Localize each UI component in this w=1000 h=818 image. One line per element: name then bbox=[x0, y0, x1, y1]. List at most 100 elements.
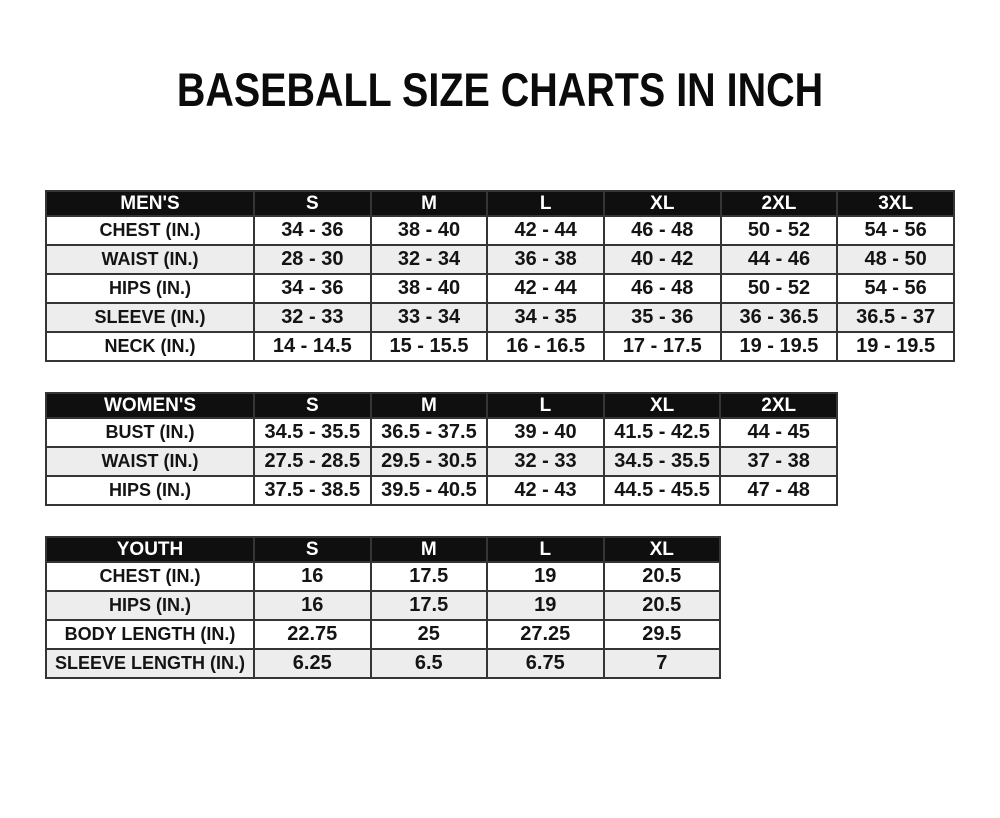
row-label-cell: SLEEVE (IN.) bbox=[45, 302, 255, 333]
mens-measurement-row: NECK (IN.) 14 - 14.5 15 - 15.5 16 - 16.5 17 … bbox=[45, 331, 955, 362]
row-label-cell: CHEST (IN.) bbox=[45, 215, 255, 246]
womens-size-col-2xl: 2XL bbox=[719, 392, 838, 419]
mens-header-row: MEN'S S M L XL 2XL 3XL bbox=[45, 190, 955, 217]
youth-size-col-l: L bbox=[486, 536, 605, 563]
size-value-cell: 32 - 34 bbox=[369, 244, 489, 275]
page-title: BASEBALL SIZE CHARTS IN INCH bbox=[176, 63, 824, 116]
size-value-cell: 44.5 - 45.5 bbox=[602, 475, 722, 506]
youth-size-col-xl: XL bbox=[602, 536, 721, 563]
size-value-cell: 36.5 - 37 bbox=[836, 302, 955, 333]
size-value-cell: 27.25 bbox=[486, 619, 605, 650]
size-value-cell: 35 - 36 bbox=[602, 302, 722, 333]
mens-size-col-2xl: 2XL bbox=[719, 190, 839, 217]
size-value-cell: 36 - 38 bbox=[486, 244, 605, 275]
size-value-cell: 44 - 46 bbox=[719, 244, 839, 275]
size-value-cell: 16 bbox=[253, 590, 372, 621]
womens-measurement-row: WAIST (IN.) 27.5 - 28.5 29.5 - 30.5 32 - 33… bbox=[45, 446, 838, 477]
size-value-cell: 44 - 45 bbox=[719, 417, 838, 448]
size-value-cell: 33 - 34 bbox=[369, 302, 489, 333]
youth-measurement-row: HIPS (IN.) 16 17.5 19 20.5 bbox=[45, 590, 721, 621]
size-value-cell: 29.5 - 30.5 bbox=[369, 446, 489, 477]
womens-size-col-m: M bbox=[369, 392, 489, 419]
womens-group-label: WOMEN'S bbox=[45, 392, 255, 419]
size-value-cell: 34 - 35 bbox=[486, 302, 605, 333]
mens-size-col-3xl: 3XL bbox=[836, 190, 955, 217]
size-value-cell: 37 - 38 bbox=[719, 446, 838, 477]
mens-measurement-row: CHEST (IN.) 34 - 36 38 - 40 42 - 44 46 - 48 5… bbox=[45, 215, 955, 246]
size-value-cell: 47 - 48 bbox=[719, 475, 838, 506]
size-value-cell: 46 - 48 bbox=[602, 215, 722, 246]
size-value-cell: 6.25 bbox=[253, 648, 372, 679]
size-value-cell: 16 - 16.5 bbox=[486, 331, 605, 362]
size-value-cell: 19 bbox=[486, 561, 605, 592]
womens-size-col-xl: XL bbox=[602, 392, 722, 419]
size-value-cell: 39.5 - 40.5 bbox=[369, 475, 489, 506]
row-label-cell: WAIST (IN.) bbox=[45, 244, 255, 275]
mens-measurement-row: HIPS (IN.) 34 - 36 38 - 40 42 - 44 46 - 48 50… bbox=[45, 273, 955, 304]
size-value-cell: 37.5 - 38.5 bbox=[253, 475, 372, 506]
size-value-cell: 32 - 33 bbox=[486, 446, 605, 477]
size-value-cell: 20.5 bbox=[602, 561, 721, 592]
mens-measurement-row: SLEEVE (IN.) 32 - 33 33 - 34 34 - 35 35 - 36… bbox=[45, 302, 955, 333]
mens-group-label: MEN'S bbox=[45, 190, 255, 217]
size-value-cell: 22.75 bbox=[253, 619, 372, 650]
youth-measurement-row: SLEEVE LENGTH (IN.) 6.25 6.5 6.75 7 bbox=[45, 648, 721, 679]
size-charts: MEN'S S M L XL 2XL 3XL CHEST (IN.) 34 - 36 38 - 4… bbox=[45, 190, 1000, 679]
size-value-cell: 17.5 bbox=[369, 561, 488, 592]
size-value-cell: 34 - 36 bbox=[253, 215, 372, 246]
row-label-cell: HIPS (IN.) bbox=[45, 475, 255, 506]
size-value-cell: 16 bbox=[253, 561, 372, 592]
youth-header-row: YOUTH S M L XL bbox=[45, 536, 721, 563]
womens-measurement-row: BUST (IN.) 34.5 - 35.5 36.5 - 37.5 39 - 40 4… bbox=[45, 417, 838, 448]
size-value-cell: 50 - 52 bbox=[719, 273, 839, 304]
mens-size-col-xl: XL bbox=[602, 190, 722, 217]
size-value-cell: 42 - 44 bbox=[486, 273, 605, 304]
size-value-cell: 15 - 15.5 bbox=[369, 331, 489, 362]
size-value-cell: 36.5 - 37.5 bbox=[369, 417, 489, 448]
youth-group-label: YOUTH bbox=[45, 536, 255, 563]
size-value-cell: 6.5 bbox=[369, 648, 488, 679]
mens-size-col-m: M bbox=[369, 190, 489, 217]
size-value-cell: 20.5 bbox=[602, 590, 721, 621]
size-value-cell: 19 bbox=[486, 590, 605, 621]
size-value-cell: 54 - 56 bbox=[836, 273, 955, 304]
size-value-cell: 19 - 19.5 bbox=[836, 331, 955, 362]
size-value-cell: 50 - 52 bbox=[719, 215, 839, 246]
size-value-cell: 39 - 40 bbox=[486, 417, 605, 448]
size-value-cell: 36 - 36.5 bbox=[719, 302, 839, 333]
size-value-cell: 17 - 17.5 bbox=[602, 331, 722, 362]
size-value-cell: 34.5 - 35.5 bbox=[602, 446, 722, 477]
size-value-cell: 25 bbox=[369, 619, 488, 650]
row-label-cell: BUST (IN.) bbox=[45, 417, 255, 448]
size-value-cell: 17.5 bbox=[369, 590, 488, 621]
youth-measurement-row: BODY LENGTH (IN.) 22.75 25 27.25 29.5 bbox=[45, 619, 721, 650]
row-label-cell: WAIST (IN.) bbox=[45, 446, 255, 477]
youth-measurement-row: CHEST (IN.) 16 17.5 19 20.5 bbox=[45, 561, 721, 592]
size-value-cell: 19 - 19.5 bbox=[719, 331, 839, 362]
youth-size-col-s: S bbox=[253, 536, 372, 563]
womens-size-col-l: L bbox=[486, 392, 605, 419]
size-value-cell: 46 - 48 bbox=[602, 273, 722, 304]
size-value-cell: 42 - 43 bbox=[486, 475, 605, 506]
youth-size-chart-table: YOUTH S M L XL CHEST (IN.) 16 17.5 19 20.5 HIPS (I… bbox=[45, 536, 721, 679]
row-label-cell: NECK (IN.) bbox=[45, 331, 255, 362]
youth-size-col-m: M bbox=[369, 536, 488, 563]
size-value-cell: 41.5 - 42.5 bbox=[602, 417, 722, 448]
size-value-cell: 38 - 40 bbox=[369, 215, 489, 246]
womens-size-chart-table: WOMEN'S S M L XL 2XL BUST (IN.) 34.5 - 35.5 36.5… bbox=[45, 392, 838, 506]
row-label-cell: SLEEVE LENGTH (IN.) bbox=[45, 648, 255, 679]
mens-measurement-row: WAIST (IN.) 28 - 30 32 - 34 36 - 38 40 - 42 4… bbox=[45, 244, 955, 275]
size-value-cell: 28 - 30 bbox=[253, 244, 372, 275]
size-value-cell: 40 - 42 bbox=[602, 244, 722, 275]
row-label-cell: HIPS (IN.) bbox=[45, 273, 255, 304]
row-label-cell: CHEST (IN.) bbox=[45, 561, 255, 592]
size-value-cell: 27.5 - 28.5 bbox=[253, 446, 372, 477]
size-value-cell: 42 - 44 bbox=[486, 215, 605, 246]
size-value-cell: 54 - 56 bbox=[836, 215, 955, 246]
size-value-cell: 34.5 - 35.5 bbox=[253, 417, 372, 448]
womens-measurement-row: HIPS (IN.) 37.5 - 38.5 39.5 - 40.5 42 - 43 4… bbox=[45, 475, 838, 506]
size-value-cell: 38 - 40 bbox=[369, 273, 489, 304]
row-label-cell: BODY LENGTH (IN.) bbox=[45, 619, 255, 650]
size-value-cell: 32 - 33 bbox=[253, 302, 372, 333]
size-value-cell: 7 bbox=[602, 648, 721, 679]
